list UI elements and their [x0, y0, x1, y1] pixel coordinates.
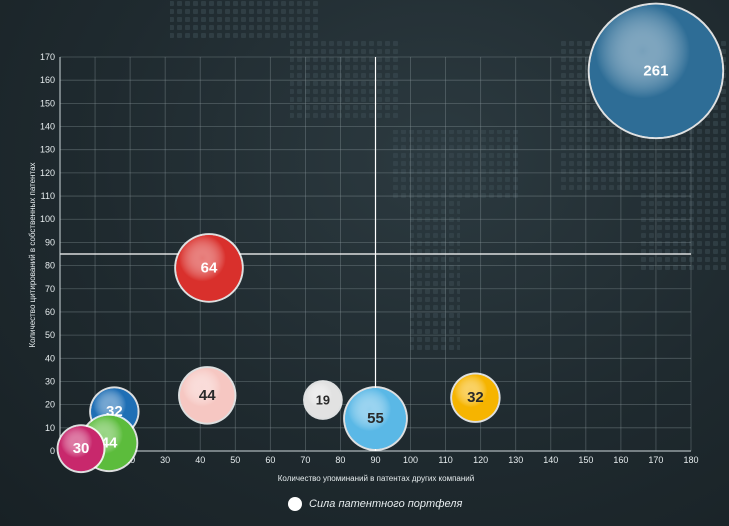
bubble-label: 55: [367, 410, 384, 427]
x-axis-title: Количество упоминаний в патентах других …: [278, 474, 474, 483]
x-tick-label: 50: [230, 455, 240, 465]
x-tick-label: 70: [300, 455, 310, 465]
bubble: 32: [450, 373, 500, 423]
bubble: 261: [588, 3, 724, 139]
bubble: 44: [178, 366, 236, 424]
x-tick-label: 60: [265, 455, 275, 465]
x-tick-label: 100: [403, 455, 418, 465]
y-tick-label: 40: [45, 353, 55, 363]
bubble: 19: [303, 380, 343, 420]
y-tick-label: 70: [45, 284, 55, 294]
y-tick-label: 130: [40, 145, 55, 155]
x-tick-label: 110: [438, 455, 452, 465]
x-tick-label: 120: [473, 455, 488, 465]
bubble-label: 64: [201, 259, 218, 276]
x-tick-label: 90: [370, 455, 380, 465]
chart-legend: Сила патентного портфеля: [288, 497, 462, 511]
x-tick-label: 30: [160, 455, 170, 465]
bubble: 64: [174, 233, 244, 303]
map-region: [170, 0, 320, 40]
x-tick-label: 80: [335, 455, 345, 465]
bubble-label: 19: [316, 393, 330, 408]
y-tick-label: 50: [45, 330, 55, 340]
x-tick-label: 130: [508, 455, 523, 465]
bubble-label: 44: [199, 387, 216, 404]
y-tick-label: 10: [45, 423, 55, 433]
y-axis-title: Количество цитирований в собственных пат…: [28, 162, 37, 347]
x-tick-label: 140: [543, 455, 558, 465]
y-tick-label: 140: [40, 122, 55, 132]
y-tick-label: 100: [40, 214, 55, 224]
bubble-label: 32: [467, 389, 484, 406]
y-tick-label: 90: [45, 237, 55, 247]
legend-marker: [288, 497, 302, 511]
y-tick-label: 0: [50, 446, 55, 456]
bubble: 30: [57, 424, 106, 473]
y-tick-label: 170: [40, 52, 55, 62]
bubble: 55: [343, 386, 408, 451]
y-tick-label: 110: [41, 191, 55, 201]
map-region: [640, 190, 729, 270]
y-tick-label: 20: [45, 400, 55, 410]
x-tick-label: 150: [578, 455, 593, 465]
bubble-chart: 0 10 20 30 40 50 60 70 80 90 100 110 120 130 140 150 160…: [0, 0, 729, 526]
x-tick-label: 40: [195, 455, 205, 465]
bubble-label: 261: [643, 62, 668, 79]
x-tick-label: 160: [613, 455, 628, 465]
bubble-label: 30: [73, 440, 90, 457]
map-region: [390, 130, 520, 200]
y-tick-label: 60: [45, 307, 55, 317]
map-region: [410, 200, 460, 350]
x-tick-label: 180: [683, 455, 698, 465]
legend-label: Сила патентного портфеля: [309, 498, 462, 510]
y-tick-label: 160: [40, 75, 55, 85]
y-tick-label: 120: [40, 168, 55, 178]
y-tick-label: 80: [45, 261, 55, 271]
y-tick-label: 30: [45, 376, 55, 386]
y-tick-label: 150: [40, 98, 55, 108]
x-tick-label: 170: [648, 455, 663, 465]
